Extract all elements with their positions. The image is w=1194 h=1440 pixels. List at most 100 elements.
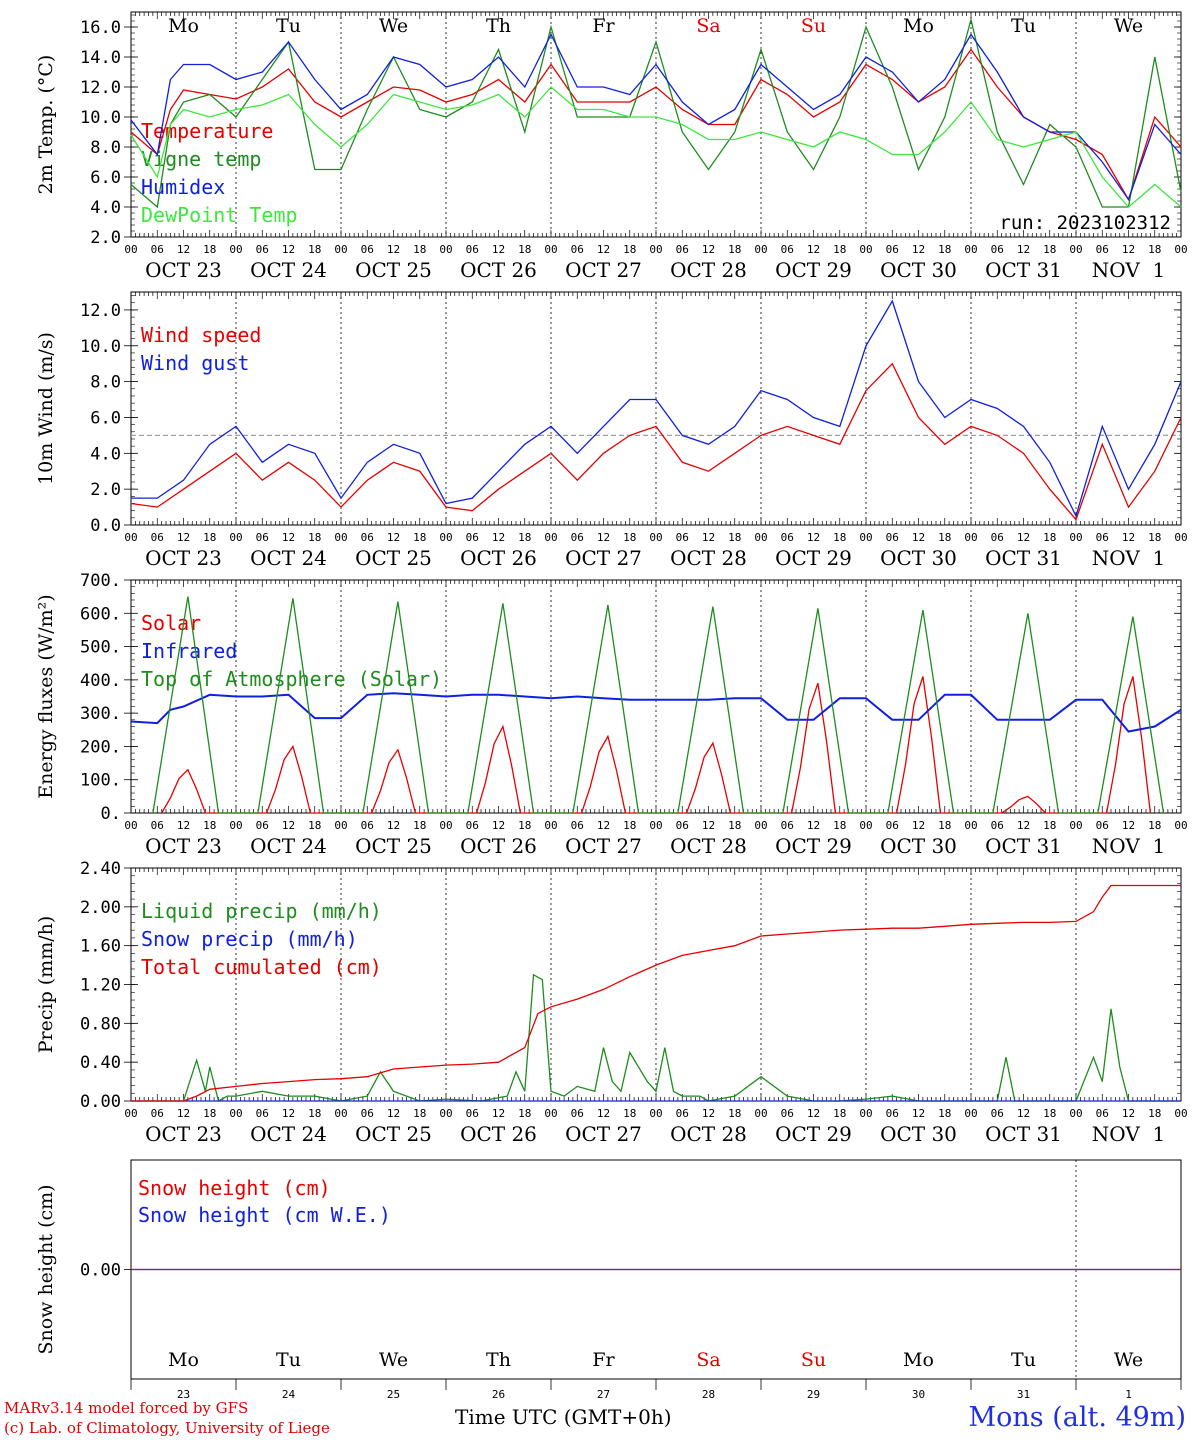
date-label: OCT 30	[880, 1122, 957, 1146]
hour-tick-label: 06	[1096, 1107, 1109, 1120]
date-label: OCT 31	[985, 546, 1062, 570]
series-line-liquid-precip-mm-h	[131, 973, 1181, 1102]
hour-tick-label: 12	[807, 1107, 820, 1120]
y-tick-label: 6.0	[90, 408, 121, 428]
day-name: Sa	[696, 15, 720, 37]
hour-tick-label: 18	[623, 819, 636, 832]
hour-tick-label: 00	[544, 819, 557, 832]
hour-tick-label: 06	[466, 531, 479, 544]
y-tick-label: 6.0	[90, 168, 121, 188]
hour-tick-label: 12	[1122, 531, 1135, 544]
hour-tick-label: 12	[597, 243, 610, 256]
date-label: OCT 26	[460, 1122, 537, 1146]
hour-tick-label: 12	[387, 819, 400, 832]
series-line-temperature	[130, 48, 1182, 202]
day-name: Tu	[1011, 1349, 1036, 1371]
hour-tick-label: 12	[1122, 243, 1135, 256]
hour-tick-label: 00	[124, 531, 137, 544]
series-line-top-of-atmosphere-solar	[152, 596, 1165, 814]
series-line-wind-gust	[131, 299, 1182, 518]
hour-tick-label: 00	[1069, 531, 1082, 544]
hour-tick-label: 12	[597, 819, 610, 832]
date-label: OCT 26	[460, 546, 537, 570]
series-line-wind-speed	[130, 362, 1182, 521]
hour-tick-label: 12	[912, 1107, 925, 1120]
hour-tick-label: 00	[649, 243, 662, 256]
hour-tick-label: 12	[597, 531, 610, 544]
day-name: Th	[486, 15, 511, 37]
hour-tick-label: 00	[544, 243, 557, 256]
date-label: OCT 25	[355, 546, 432, 570]
y-tick-label: 1.60	[80, 937, 121, 957]
hour-tick-label: 18	[308, 1107, 321, 1120]
day-name: We	[379, 1349, 408, 1371]
hour-tick-label: 12	[702, 243, 715, 256]
day-number: 27	[597, 1388, 610, 1401]
hour-tick-label: 06	[886, 531, 899, 544]
hour-tick-label: 18	[728, 531, 741, 544]
hour-tick-label: 18	[938, 243, 951, 256]
y-tick-label: 0.00	[80, 1092, 121, 1112]
y-tick-label: 12.0	[80, 301, 121, 321]
y-tick-label: 2.40	[80, 859, 121, 879]
hour-tick-label: 18	[833, 531, 846, 544]
hour-tick-label: 00	[754, 531, 767, 544]
hour-tick-label: 06	[256, 1107, 269, 1120]
date-label: OCT 31	[985, 834, 1062, 858]
run-annotation: run: 2023102312	[999, 212, 1171, 234]
hour-tick-label: 00	[754, 243, 767, 256]
hour-tick-label: 06	[151, 243, 164, 256]
hour-tick-label: 18	[518, 819, 531, 832]
hour-tick-label: 18	[938, 1107, 951, 1120]
day-number: 29	[807, 1388, 820, 1401]
hour-tick-label: 18	[1043, 531, 1056, 544]
day-name: Fr	[592, 1349, 615, 1371]
y-tick-label: 0.0	[90, 516, 121, 536]
date-label: NOV 1	[1092, 834, 1165, 858]
hour-tick-label: 12	[1122, 1107, 1135, 1120]
hour-tick-label: 06	[886, 243, 899, 256]
legend-entry: Wind gust	[141, 351, 249, 375]
hour-tick-label: 18	[728, 819, 741, 832]
legend-entry: Top of Atmosphere (Solar)	[141, 667, 442, 691]
hour-tick-label: 12	[492, 1107, 505, 1120]
hour-tick-label: 00	[1174, 819, 1187, 832]
day-name: Th	[486, 1349, 511, 1371]
legend-entry: Wind speed	[141, 323, 261, 347]
hour-tick-label: 00	[1174, 1107, 1187, 1120]
date-label: OCT 26	[460, 834, 537, 858]
legend-entry: Snow height (cm W.E.)	[138, 1203, 391, 1227]
hour-tick-label: 12	[702, 1107, 715, 1120]
hour-tick-label: 00	[964, 531, 977, 544]
hour-tick-label: 12	[912, 243, 925, 256]
hour-tick-label: 00	[964, 243, 977, 256]
y-tick-label: 16.0	[80, 18, 121, 38]
hour-tick-label: 12	[177, 1107, 190, 1120]
hour-tick-label: 18	[938, 531, 951, 544]
hour-tick-label: 18	[413, 531, 426, 544]
hour-tick-label: 12	[807, 531, 820, 544]
hour-tick-label: 12	[1017, 1107, 1030, 1120]
hour-tick-label: 00	[649, 819, 662, 832]
hour-tick-label: 00	[229, 243, 242, 256]
hour-tick-label: 18	[728, 243, 741, 256]
hour-tick-label: 00	[859, 531, 872, 544]
hour-tick-label: 06	[991, 1107, 1004, 1120]
day-name: Su	[801, 1349, 826, 1371]
y-tick-label: 300.	[80, 704, 121, 724]
hour-tick-label: 00	[964, 819, 977, 832]
time-axis-label: Time UTC (GMT+0h)	[455, 1405, 672, 1429]
date-label: OCT 23	[145, 834, 222, 858]
day-name: Fr	[592, 15, 615, 37]
y-tick-label: 100.	[80, 771, 121, 791]
y-tick-label: 12.0	[80, 78, 121, 98]
y-axis-label: 2m Temp. (°C)	[35, 55, 57, 195]
hour-tick-label: 06	[571, 1107, 584, 1120]
hour-tick-label: 06	[361, 819, 374, 832]
hour-tick-label: 00	[229, 531, 242, 544]
day-number: 28	[702, 1388, 715, 1401]
y-axis-label: Snow height (cm)	[35, 1184, 57, 1354]
legend-entry: Snow height (cm)	[138, 1176, 331, 1200]
hour-tick-label: 12	[282, 531, 295, 544]
hour-tick-label: 06	[256, 531, 269, 544]
